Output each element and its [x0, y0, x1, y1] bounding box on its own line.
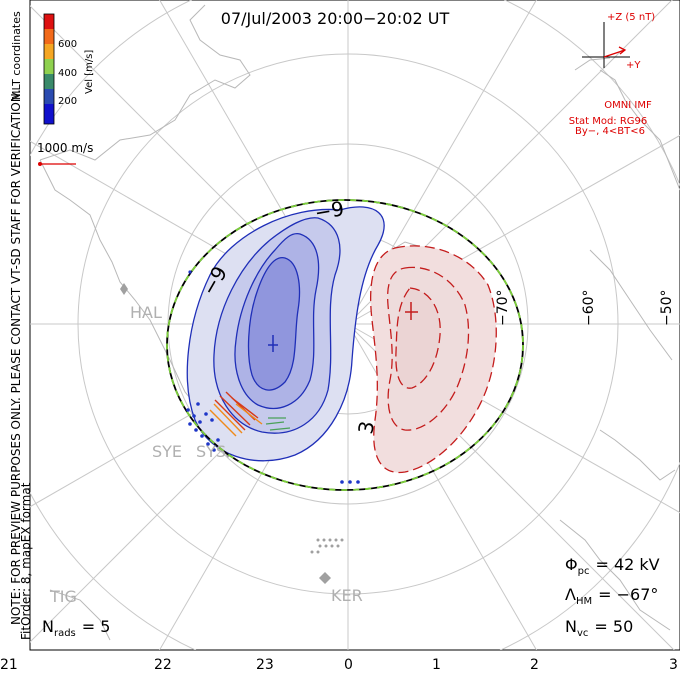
preview-note: NOTE: FOR PREVIEW PURPOSES ONLY. PLEASE … [9, 89, 23, 625]
station-sys: SYS [196, 442, 226, 461]
vel-scale-label: Vel [m/s] [84, 50, 95, 94]
station-hal: HAL [130, 303, 162, 322]
imf-vector [603, 46, 627, 58]
station-ker: KER [331, 586, 363, 605]
positive-potential-cell [369, 245, 497, 474]
negative-potential-cell [186, 206, 385, 462]
reference-vector [38, 162, 76, 166]
mlt-tick-1: 1 [432, 657, 441, 673]
map-title: 07/Jul/2003 20:00−20:02 UT [221, 9, 450, 28]
mlt-tick-22: 22 [154, 657, 172, 673]
velocity-color-bar [43, 13, 55, 125]
vel-tick-600: 600 [58, 39, 77, 50]
phi-pc-stat: Φpc = 42 kV [565, 555, 660, 577]
latitude-label-60: −60° [581, 289, 597, 326]
vel-tick-200: 200 [58, 96, 77, 107]
nrads-stat: Nrads = 5 [42, 617, 110, 639]
mlt-tick-2: 2 [530, 657, 539, 673]
mlt-tick-23: 23 [256, 657, 274, 673]
coordinate-label: MLT coordinates [10, 11, 23, 100]
contour-label-negative: −9 [313, 196, 346, 225]
coastlines [39, 4, 680, 641]
vel-tick-400: 400 [58, 68, 77, 79]
latitude-label-50: −50° [659, 289, 675, 326]
contour-label-positive: 3 [353, 419, 379, 436]
fit-note: FitOrder: 8, mapEX format [19, 482, 33, 640]
imf-source: OMNI IMF [604, 100, 652, 111]
latitude-label-70: −70° [495, 289, 511, 326]
imf-condition: By−, 4<BT<6 [575, 126, 645, 137]
nvc-stat: Nvc = 50 [565, 617, 633, 639]
reference-vector-label: 1000 m/s [37, 141, 93, 155]
mlt-tick-3: 3 [669, 657, 678, 673]
mlt-tick-0: 0 [344, 657, 353, 673]
station-tig: TIG [49, 587, 77, 606]
lambda-hm-stat: ΛHM = −67° [565, 585, 658, 607]
imf-model: Stat Mod: RG96 [569, 116, 648, 127]
station-sye: SYE [152, 442, 182, 461]
velocity-vectors [186, 270, 360, 484]
imf-z-label: +Z (5 nT) [607, 12, 655, 23]
heppner-maynard-boundary-dashes [166, 199, 524, 491]
mlt-tick-21: 21 [0, 657, 18, 673]
imf-y-label: +Y [626, 60, 641, 71]
